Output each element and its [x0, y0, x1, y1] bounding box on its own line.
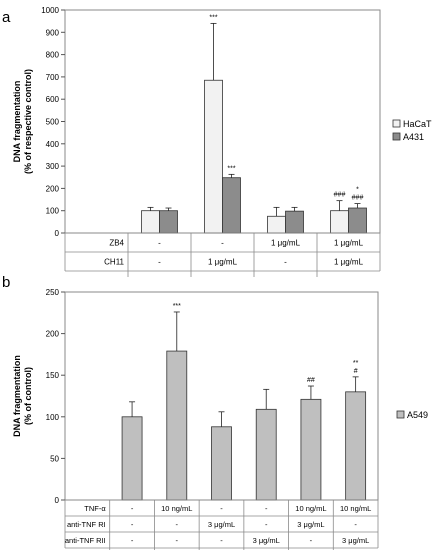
bar	[267, 215, 286, 234]
panel-label-b: b	[2, 274, 10, 291]
legend-swatch	[392, 119, 401, 128]
chart-b: 0 50 100 150 200 250 DNA fragmentation(% of co…	[12, 288, 428, 550]
table-cell: 1 μg/mL	[208, 258, 238, 267]
legend-label: A431	[403, 132, 424, 142]
significance-label: ***	[173, 303, 181, 310]
bar	[285, 210, 304, 234]
table-cell: -	[265, 520, 268, 529]
table-cell: -	[131, 520, 134, 529]
significance-label: *	[356, 187, 359, 194]
legend-swatch	[396, 410, 405, 419]
table-cell: -	[265, 504, 268, 513]
table-cell: -	[158, 258, 161, 267]
bar	[330, 210, 349, 234]
table-cell: -	[131, 504, 134, 513]
table-cell: 1 μg/mL	[334, 258, 364, 267]
bar	[211, 426, 232, 501]
legend-label: HaCaT	[403, 119, 432, 129]
table-cell: 1 μg/mL	[334, 239, 364, 248]
y-tick-label: 400	[46, 140, 60, 149]
table-cell: 3 μg/mL	[342, 536, 369, 545]
table-cell: -	[158, 239, 161, 248]
table-cell: -	[176, 520, 179, 529]
table-cell: -	[176, 536, 179, 545]
bar	[121, 416, 143, 501]
table-cell: -	[221, 239, 224, 248]
significance-label: ###	[334, 192, 346, 199]
table-cell: 1 μg/mL	[271, 239, 301, 248]
panel-label-a: a	[2, 9, 11, 26]
y-tick-label: 200	[46, 184, 60, 193]
y-tick-label: 0	[55, 229, 60, 238]
bar	[222, 177, 241, 234]
chart-a: 0 100 200 300 400 500 600 700 800 900 1000 DNA frag…	[12, 6, 432, 277]
y-axis-label-line: (% of respective control)	[23, 69, 33, 174]
y-tick-label: 900	[46, 28, 60, 37]
y-axis-label: DNA fragmentation(% of control)	[12, 355, 33, 437]
y-tick-label: 250	[46, 288, 60, 297]
y-tick-label: 100	[46, 207, 60, 216]
table-cell: 10 ng/mL	[340, 504, 371, 513]
bar	[166, 350, 188, 501]
y-tick-label: 150	[46, 371, 60, 380]
y-tick-label: 600	[46, 95, 60, 104]
table-cell: -	[220, 504, 223, 513]
table-cell: 10 ng/mL	[295, 504, 326, 513]
bar	[204, 79, 223, 234]
significance-label: ***	[227, 165, 235, 172]
table-cell: -	[310, 536, 313, 545]
significance-label: ##	[307, 377, 315, 384]
table-row-label: ZB4	[109, 239, 124, 248]
bar	[348, 207, 367, 234]
significance-label: **	[353, 360, 359, 367]
significance-label: ###	[352, 195, 364, 202]
table-cell: -	[131, 536, 134, 545]
y-tick-label: 50	[50, 454, 59, 463]
table-cell: -	[284, 258, 287, 267]
bar	[255, 408, 277, 501]
y-axis-label-line: DNA fragmentation	[12, 355, 22, 437]
table-cell: -	[354, 520, 357, 529]
y-tick-label: 100	[46, 413, 60, 422]
bar	[159, 210, 178, 234]
y-tick-label: 1000	[41, 6, 59, 15]
bar	[300, 398, 322, 501]
y-tick-label: 300	[46, 162, 60, 171]
y-tick-label: 800	[46, 51, 60, 60]
significance-label: ***	[209, 14, 217, 21]
table-cell: 3 μg/mL	[208, 520, 235, 529]
table-row-label: anti-TNF RII	[65, 536, 106, 545]
y-axis-label-line: (% of control)	[23, 367, 33, 425]
y-tick-label: 500	[46, 118, 60, 127]
y-axis-label-line: DNA fragmentation	[12, 81, 22, 163]
bar	[141, 210, 160, 234]
bar	[345, 391, 367, 501]
table-row-label: TNF-α	[84, 504, 106, 513]
significance-label: #	[354, 368, 358, 375]
y-tick-label: 0	[55, 496, 60, 505]
table-cell: 3 μg/mL	[297, 520, 324, 529]
table-cell: 10 ng/mL	[161, 504, 192, 513]
table-cell: -	[220, 536, 223, 545]
legend-swatch	[392, 132, 401, 141]
table-cell: 3 μg/mL	[253, 536, 280, 545]
y-axis-label: DNA fragmentation(% of respective contro…	[12, 69, 33, 174]
table-row-label: anti-TNF RI	[67, 520, 106, 529]
y-tick-label: 700	[46, 73, 60, 82]
legend-label: A549	[407, 410, 428, 420]
y-tick-label: 200	[46, 330, 60, 339]
table-row-label: CH11	[104, 258, 124, 267]
